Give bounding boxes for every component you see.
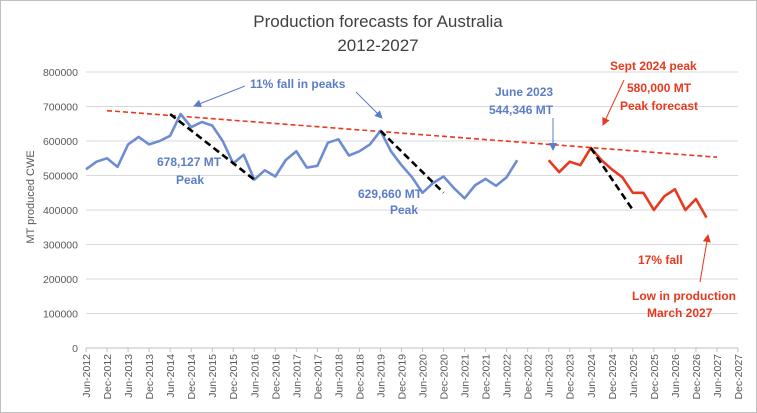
annotation-580000-mt: 580,000 MT (627, 81, 692, 95)
annotation-sept2024-peak: Sept 2024 peak (610, 59, 697, 73)
x-tick-label: Jun-2025 (628, 354, 640, 398)
x-tick-label: Jun-2018 (333, 354, 345, 398)
peak-decline-line (589, 147, 634, 211)
annotation-peak2-value: 629,660 MT (358, 187, 423, 201)
x-tick-label: Dec-2018 (354, 354, 366, 400)
x-tick-label: Jun-2017 (291, 354, 303, 398)
x-tick-label: Jun-2022 (502, 354, 514, 398)
arrow-low-production (699, 234, 711, 283)
x-tick-label: Dec-2015 (228, 354, 240, 400)
annotation-11pct-fall: 11% fall in peaks (250, 77, 346, 91)
x-tick-label: Dec-2013 (144, 354, 156, 400)
x-tick-label: Dec-2016 (270, 354, 282, 400)
x-tick-label: Dec-2017 (312, 354, 324, 400)
annotation-low-production: Low in production (632, 289, 736, 303)
arrow-11pct-left (193, 85, 246, 108)
x-tick-label: Jun-2014 (165, 354, 177, 398)
x-tick-label: Dec-2019 (396, 354, 408, 400)
series-lines (85, 112, 708, 219)
peak-trend-line (106, 109, 718, 159)
x-tick-label: Dec-2024 (607, 354, 619, 400)
annotation-march2027: March 2027 (647, 306, 713, 320)
y-tick-label: 400000 (43, 205, 78, 217)
peak-decline-line (169, 113, 256, 181)
x-tick-label: Dec-2023 (565, 354, 577, 400)
y-tick-labels: 0 100000 200000 300000 400000 500000 600000 700… (43, 67, 78, 355)
x-tick-label: Dec-2022 (523, 354, 535, 400)
x-tick-label: Dec-2025 (649, 354, 661, 400)
y-tick-label: 300000 (43, 240, 78, 252)
x-tick-label: Dec-2020 (439, 354, 451, 400)
x-tick-label: Dec-2014 (186, 354, 198, 400)
x-tick-label: Jun-2012 (81, 354, 93, 398)
series-historical-line (85, 112, 519, 200)
arrow-sept2024 (602, 79, 625, 126)
x-tick-label: Jun-2016 (249, 354, 261, 398)
trend-lines (106, 109, 718, 159)
y-tick-label: 800000 (43, 67, 78, 79)
x-tick-label: Jun-2013 (123, 354, 135, 398)
y-tick-label: 600000 (43, 136, 78, 148)
x-tick-label: Jun-2019 (375, 354, 387, 398)
series-forecast-line (547, 146, 708, 219)
chart-subtitle: 2012-2027 (337, 36, 418, 55)
x-tick-labels: Jun-2012 Dec-2012 Jun-2013 Dec-2013 Jun-2014… (81, 348, 745, 400)
x-tick-label: Dec-2012 (102, 354, 114, 400)
peak-decline-line (379, 129, 445, 194)
x-tick-label: Dec-2026 (691, 354, 703, 400)
x-tick-label: Jun-2015 (207, 354, 219, 398)
y-tick-label: 100000 (43, 309, 78, 321)
annotation-june2023-value: 544,346 MT (489, 103, 554, 117)
annotation-peak1-label: Peak (176, 173, 204, 187)
y-tick-label: 700000 (43, 102, 78, 114)
annotation-17pct-fall: 17% fall (638, 253, 683, 267)
x-tick-label: Jun-2021 (460, 354, 472, 398)
arrow-11pct-right (355, 91, 383, 119)
annotation-peak-forecast: Peak forecast (620, 99, 698, 113)
x-tick-label: Jun-2026 (670, 354, 682, 398)
x-tick-label: Jun-2020 (418, 354, 430, 398)
chart-title: Production forecasts for Australia (253, 12, 503, 31)
y-axis-label: MT produced CWE (25, 150, 37, 243)
annotation-peak1-value: 678,127 MT (157, 155, 222, 169)
x-tick-label: Dec-2021 (481, 354, 493, 400)
y-tick-label: 200000 (43, 274, 78, 286)
y-tick-label: 0 (72, 343, 78, 355)
x-tick-label: Jun-2027 (712, 354, 724, 398)
x-tick-label: Jun-2024 (586, 354, 598, 398)
x-tick-label: Jun-2023 (544, 354, 556, 398)
y-tick-label: 500000 (43, 171, 78, 183)
x-tick-label: Dec-2027 (733, 354, 745, 400)
annotation-june2023: June 2023 (495, 85, 553, 99)
annotation-peak2-label: Peak (390, 203, 418, 217)
